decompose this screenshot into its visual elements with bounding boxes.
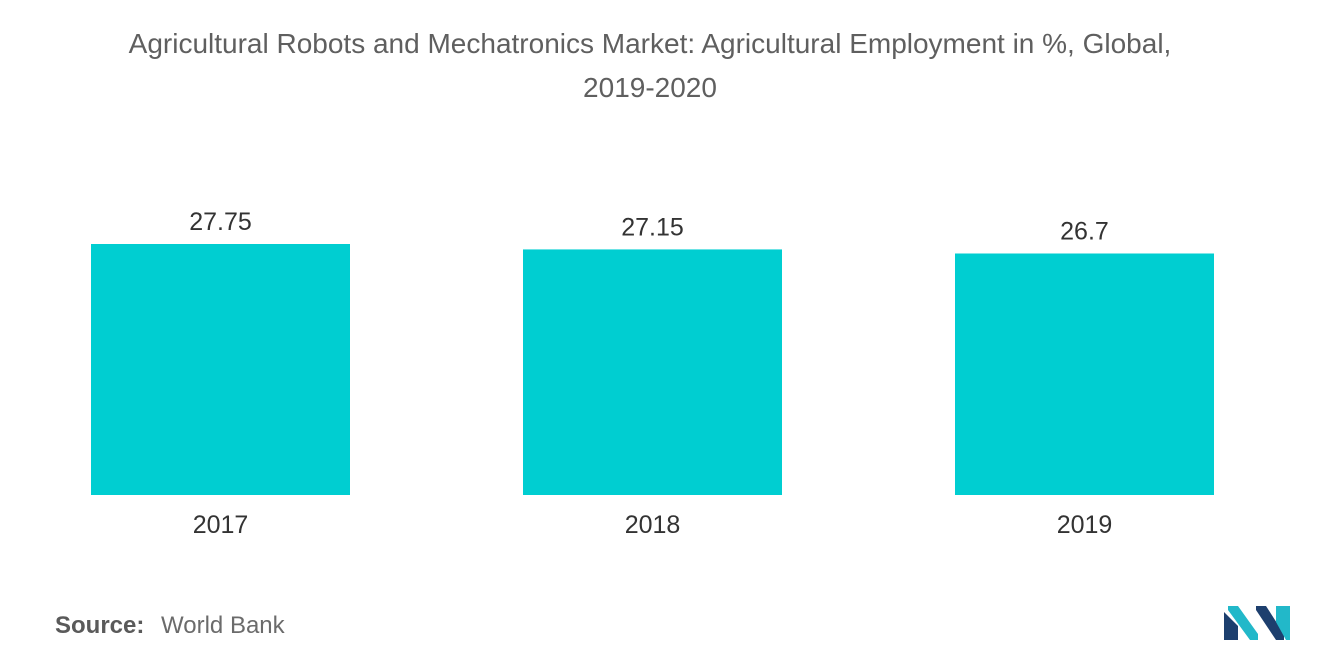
source-note: Source: World Bank bbox=[55, 612, 285, 640]
chart-title-line-1: Agricultural Robots and Mechatronics Mar… bbox=[128, 28, 1172, 59]
bar-2018 bbox=[523, 249, 782, 495]
mordor-intelligence-logo-icon bbox=[1224, 606, 1290, 640]
x-tick-label-2017: 2017 bbox=[193, 511, 249, 539]
logo-shape-left bbox=[1224, 612, 1238, 640]
bar-2019 bbox=[955, 253, 1214, 495]
x-tick-label-2018: 2018 bbox=[625, 511, 681, 539]
bar-2017 bbox=[91, 244, 350, 495]
logo-shape-right bbox=[1276, 606, 1290, 640]
chart-title: Agricultural Robots and Mechatronics Mar… bbox=[0, 22, 1300, 110]
logo-shape-mid-left bbox=[1228, 606, 1258, 640]
source-value: World Bank bbox=[161, 612, 285, 639]
data-label-2019: 26.7 bbox=[1060, 217, 1109, 245]
data-label-2018: 27.15 bbox=[621, 213, 684, 241]
logo-shape-mid-right bbox=[1256, 606, 1284, 640]
source-label: Source: bbox=[55, 612, 145, 639]
chart-title-line-2: 2019-2020 bbox=[583, 72, 717, 103]
data-label-2017: 27.75 bbox=[189, 208, 252, 236]
x-tick-label-2019: 2019 bbox=[1057, 511, 1113, 539]
